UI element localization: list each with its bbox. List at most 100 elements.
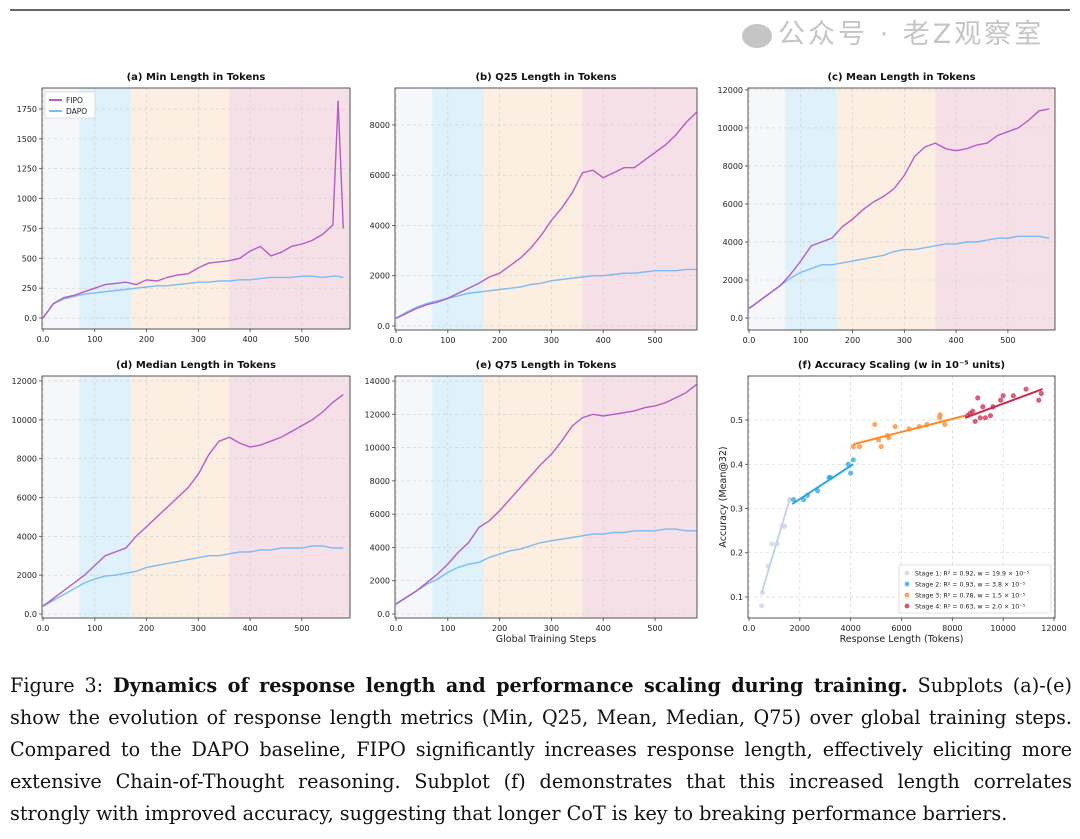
y-tick-label: 12000: [718, 86, 743, 95]
legend-marker-stage-4: [904, 603, 910, 609]
x-tick-label: 300: [191, 335, 206, 344]
y-tick-label: 1250: [17, 165, 37, 174]
scatter-point-stage-4: [1000, 393, 1006, 399]
series-line-fipo: [42, 100, 344, 319]
legend-label-stage-4: Stage 4: R² = 0.63, w = 2.0 × 10⁻⁵: [915, 604, 1026, 611]
scatter-point-stage-1: [769, 541, 775, 547]
scatter-point-stage-1: [759, 603, 765, 609]
series-line-dapo: [42, 545, 344, 607]
scatter-point-stage-3: [856, 443, 863, 450]
chart-c: 0.0 100 200 300 400 500 0.0 2000 4000 6000 8000 100…: [718, 72, 1056, 345]
caption-bold: Dynamics of response length and performa…: [112, 674, 908, 697]
x-tick-label: 500: [294, 624, 309, 633]
x-tick-label: 4000: [840, 624, 860, 633]
y-tick-label: 2000: [370, 272, 390, 281]
chart-b: 0.0 100 200 300 400 500 0.0 2000 4000 6000 8000 (b)…: [370, 72, 698, 345]
x-tick-label: 0.0: [390, 336, 403, 345]
stage-band-3: [131, 376, 230, 618]
scatter-point-stage-3: [878, 443, 884, 450]
y-tick-label: 8000: [723, 162, 743, 171]
fit-line-stage-3: [852, 414, 966, 446]
axes-frame: [41, 87, 351, 330]
chart-title: (e) Q75 Length in Tokens: [476, 360, 617, 371]
fit-line-stage-2: [791, 463, 854, 505]
chart-title: (d) Median Length in Tokens: [116, 360, 276, 371]
y-tick-label: 0.2: [730, 549, 743, 558]
stage-band-1: [396, 88, 433, 330]
y-tick-label: 250: [22, 284, 37, 293]
y-tick-label: 500: [22, 254, 37, 263]
x-tick-label: 400: [242, 335, 257, 344]
y-tick-label: 2000: [723, 276, 743, 285]
axes-frame: [747, 87, 1056, 331]
y-tick-label: 750: [22, 224, 37, 233]
chart-title: (f) Accuracy Scaling (w in 10⁻⁵ units): [798, 360, 1005, 371]
axes-frame: [394, 375, 698, 619]
watermark: 公众号 · 老Z观察室: [742, 18, 1044, 52]
y-tick-label: 14000: [365, 377, 390, 386]
y-tick-label: 8000: [17, 455, 37, 464]
x-tick-label: 500: [647, 336, 662, 345]
y-tick-label: 1000: [17, 195, 37, 204]
chart-e: 0.0 100 200 300 400 500 0.0 2000 4000 6000 8000 100…: [365, 360, 698, 645]
y-tick-label: 0.0: [377, 322, 390, 331]
stage-band-4: [935, 88, 1055, 330]
series-line-fipo: [395, 383, 697, 605]
y-tick-label: 10000: [718, 124, 743, 133]
stage-band-1: [43, 376, 80, 618]
axes-frame: [394, 87, 698, 331]
y-tick-label: 12000: [12, 377, 37, 386]
x-tick-label: 200: [845, 336, 860, 345]
x-tick-label: 400: [596, 624, 611, 633]
legend-marker-stage-3: [904, 592, 910, 598]
x-tick-label: 500: [294, 335, 309, 344]
y-tick-label: 6000: [370, 171, 390, 180]
legend-label-stage-1: Stage 1: R² = 0.92, w = 19.9 × 10⁻⁵: [915, 571, 1030, 578]
y-tick-label: 6000: [370, 510, 390, 519]
plot-area-c: [748, 108, 1050, 310]
chart-d: 0.0 100 200 300 400 500 0.0 2000 4000 6000 8000 100…: [12, 360, 351, 633]
y-tick-label: 0.0: [24, 610, 37, 619]
y-tick-label: 10000: [12, 416, 37, 425]
x-tick-label: 200: [139, 335, 154, 344]
x-tick-label: 0.0: [37, 624, 50, 633]
y-tick-label: 8000: [370, 121, 390, 130]
scatter-point-stage-4: [1036, 397, 1042, 403]
scatter-point-stage-3: [892, 424, 898, 430]
scatter-point-stage-3: [872, 421, 878, 428]
x-axis-label: Global Training Steps: [496, 634, 596, 645]
x-tick-label: 6000: [891, 624, 911, 633]
scatter-point-stage-4: [998, 397, 1004, 403]
wechat-icon: [742, 23, 772, 48]
y-tick-label: 0.3: [730, 505, 743, 514]
x-tick-label: 12000: [1041, 624, 1066, 633]
chart-title: (a) Min Length in Tokens: [127, 72, 266, 83]
plot-area-f: [759, 386, 1044, 609]
chart-title: (b) Q25 Length in Tokens: [475, 72, 616, 83]
series-line-fipo: [42, 394, 344, 607]
stage-band-1: [396, 376, 433, 618]
x-tick-label: 200: [492, 624, 507, 633]
fit-line-stage-4: [964, 388, 1043, 419]
y-tick-label: 0.4: [730, 460, 743, 469]
x-axis-label: Response Length (Tokens): [840, 634, 964, 645]
scatter-point-stage-2: [790, 497, 797, 503]
stage-band-3: [131, 88, 230, 329]
y-tick-label: 1500: [17, 135, 37, 144]
stage-band-3: [837, 88, 936, 330]
y-tick-label: 4000: [370, 221, 390, 230]
scatter-point-stage-3: [942, 421, 948, 428]
x-tick-label: 2000: [790, 624, 810, 633]
chart-f: 0.0 2000 4000 6000 8000 10000 12000 0.1 0.2 0.3 0.…: [718, 360, 1067, 645]
y-tick-label: 0.1: [730, 593, 743, 602]
legend-box: [898, 564, 1052, 614]
legend-label-fipo: FIPO: [66, 96, 83, 105]
stage-band-3: [484, 376, 583, 618]
x-tick-label: 8000: [942, 624, 962, 633]
stage-band-2: [79, 376, 132, 618]
x-tick-label: 10000: [990, 624, 1015, 633]
y-tick-label: 6000: [723, 200, 743, 209]
scatter-point-stage-4: [987, 412, 994, 419]
chart-title: (c) Mean Length in Tokens: [827, 72, 975, 83]
x-tick-label: 400: [242, 624, 257, 633]
